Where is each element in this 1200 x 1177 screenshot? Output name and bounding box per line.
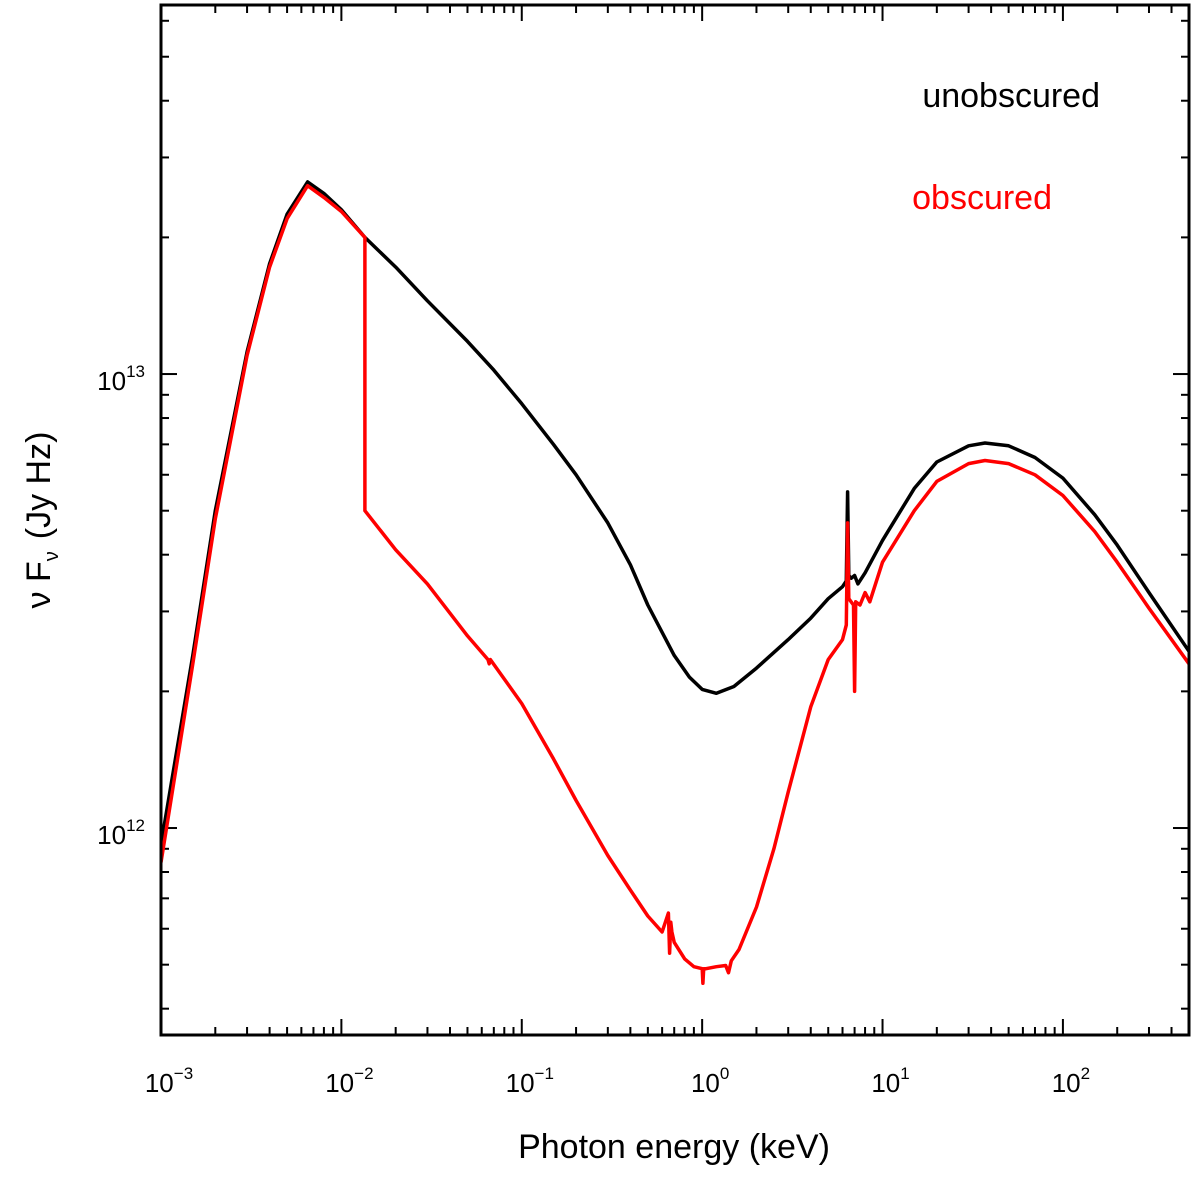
x-tick-label: 100 (691, 1064, 729, 1098)
x-axis-title: Photon energy (keV) (518, 1128, 830, 1166)
x-tick-label: 10−2 (325, 1064, 373, 1098)
x-tick-label: 10−1 (506, 1064, 554, 1098)
series-layer (161, 180, 1189, 986)
y-tick-label: 1013 (97, 362, 145, 396)
y-tick-label: 1012 (97, 816, 145, 850)
tick-labels: 10−3 10−2 10−1 100 101 102 1012 1013 (97, 362, 1090, 1098)
x-tick-label: 102 (1052, 1064, 1090, 1098)
legend-unobscured: unobscured (922, 77, 1100, 115)
x-tick-label: 10−3 (145, 1064, 193, 1098)
x-tick-label: 101 (871, 1064, 909, 1098)
series-line-obscured (161, 183, 1189, 986)
plot-frame (159, 3, 1191, 1037)
y-axis-title: ν Fν(Jy Hz) (20, 432, 63, 609)
legend-obscured: obscured (912, 179, 1052, 217)
